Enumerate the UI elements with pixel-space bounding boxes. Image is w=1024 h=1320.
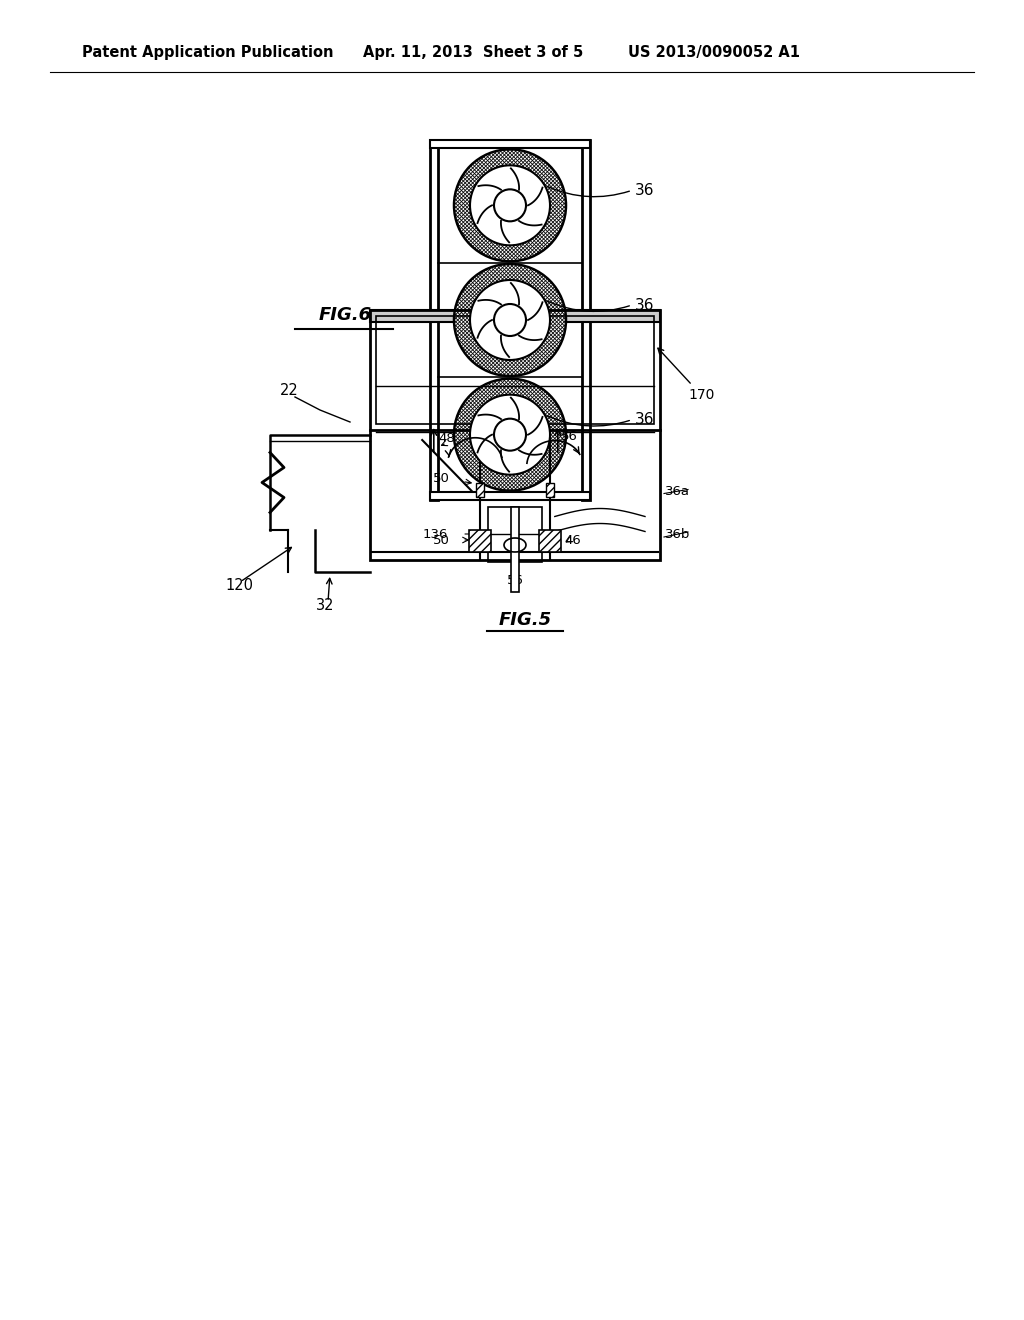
Bar	[430, 492, 590, 500]
Circle shape	[470, 280, 550, 360]
Circle shape	[494, 418, 526, 450]
Bar	[370, 310, 660, 560]
Circle shape	[470, 165, 550, 246]
Circle shape	[494, 304, 526, 337]
Text: 22: 22	[280, 383, 299, 399]
Text: 32: 32	[315, 598, 334, 612]
Bar	[370, 310, 660, 322]
Circle shape	[454, 379, 566, 491]
Text: 36: 36	[635, 183, 654, 198]
Text: 36b: 36b	[665, 528, 690, 540]
Text: 46: 46	[565, 533, 582, 546]
Bar	[476, 483, 484, 496]
Text: FIG.6: FIG.6	[318, 306, 372, 323]
Text: 36a: 36a	[665, 484, 690, 498]
Bar	[539, 531, 561, 552]
Bar	[376, 315, 654, 424]
Text: 136: 136	[423, 528, 449, 540]
Text: FIG.5: FIG.5	[499, 611, 552, 630]
Bar	[511, 507, 519, 591]
Text: 56: 56	[507, 573, 523, 586]
Text: 36: 36	[635, 297, 654, 313]
Bar	[430, 140, 438, 500]
Text: 170: 170	[658, 348, 715, 403]
Bar	[546, 483, 554, 496]
Circle shape	[454, 264, 566, 376]
Circle shape	[470, 395, 550, 475]
Text: 50: 50	[433, 533, 451, 546]
Text: Apr. 11, 2013  Sheet 3 of 5: Apr. 11, 2013 Sheet 3 of 5	[362, 45, 584, 61]
Circle shape	[454, 149, 566, 261]
Bar	[582, 140, 590, 500]
Bar	[469, 531, 492, 552]
Text: 50: 50	[433, 471, 451, 484]
Text: US 2013/0090052 A1: US 2013/0090052 A1	[628, 45, 800, 61]
Bar	[430, 140, 590, 148]
Bar	[488, 507, 542, 561]
Text: 120: 120	[225, 578, 253, 593]
Text: Patent Application Publication: Patent Application Publication	[82, 45, 334, 61]
Text: 56: 56	[561, 430, 578, 444]
Circle shape	[494, 189, 526, 222]
Text: 36: 36	[635, 412, 654, 428]
Text: 48: 48	[439, 432, 456, 445]
